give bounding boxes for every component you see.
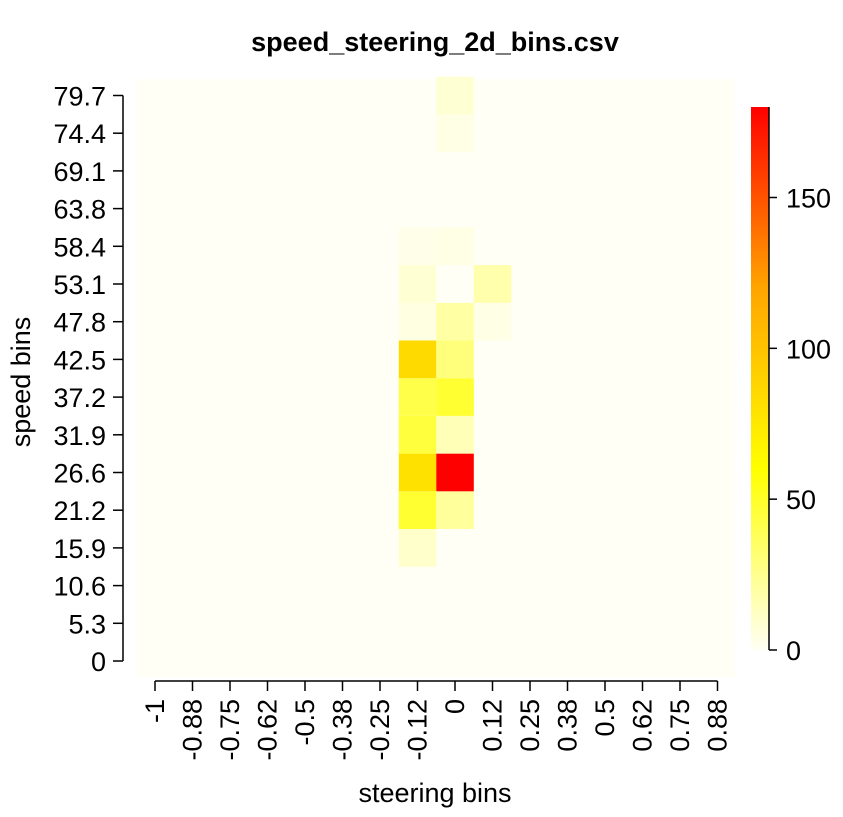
y-tick-label: 42.5 (53, 345, 106, 375)
colorbar-axis: 0 50 100 150 (768, 107, 831, 666)
x-tick-label: 0 (440, 699, 470, 714)
colorbar-tick-label: 0 (786, 636, 801, 666)
heatmap-cell (436, 265, 474, 303)
heatmap-cell (436, 227, 474, 266)
heatmap-cell (398, 302, 437, 341)
heatmap-cell (398, 453, 437, 492)
y-tick-label: 69.1 (53, 157, 106, 187)
heatmap-cell (398, 378, 437, 416)
y-tick-label: 63.8 (53, 195, 106, 225)
colorbar (751, 107, 769, 650)
y-tick-label: 53.1 (53, 270, 106, 300)
colorbar-tick-label: 100 (786, 334, 831, 364)
chart-title: speed_steering_2d_bins.csv (251, 27, 619, 57)
heatmap-cell (436, 302, 474, 341)
y-tick-label: 26.6 (53, 459, 106, 489)
heatmap-cell (398, 265, 437, 303)
y-axis-label: speed bins (6, 317, 36, 448)
heatmap-cell (436, 453, 474, 492)
x-tick-label: 0.75 (665, 699, 695, 752)
y-tick-label: 37.2 (53, 383, 106, 413)
x-tick-label: -0.12 (403, 699, 433, 761)
heatmap-cell (398, 415, 437, 454)
x-tick-label: 0.62 (628, 699, 658, 752)
heatmap-cell (436, 340, 474, 379)
x-tick-label: 0.25 (515, 699, 545, 752)
y-tick-label: 47.8 (53, 308, 106, 338)
x-tick-label: -0.25 (365, 699, 395, 761)
y-axis: 0 5.3 10.6 15.9 21.2 26.6 31.9 37.2 42.5 47.8 53.1… (53, 82, 124, 677)
colorbar-tick-label: 150 (786, 184, 831, 214)
heatmap-cell (398, 491, 437, 529)
heatmap-cell (398, 529, 437, 567)
x-tick-label: -1 (140, 699, 170, 723)
heatmap-cell (473, 265, 512, 303)
y-tick-label: 5.3 (68, 609, 106, 639)
heatmap-cell (436, 76, 474, 115)
y-tick-label: 58.4 (53, 232, 106, 262)
x-axis: -1 -0.88 -0.75 -0.62 -0.5 -0.38 -0.25 -0.12 0 0.1… (140, 680, 733, 761)
y-tick-label: 0 (91, 647, 106, 677)
x-tick-label: -0.38 (328, 699, 358, 761)
x-tick-label: 0.5 (590, 699, 620, 737)
y-tick-label: 10.6 (53, 572, 106, 602)
x-tick-label: -0.75 (215, 699, 245, 761)
heatmap-cell (436, 378, 474, 416)
heatmap-cell (436, 491, 474, 529)
heatmap-cell (473, 302, 512, 341)
heatmap-cell (436, 114, 474, 152)
colorbar-tick-label: 50 (786, 485, 816, 515)
y-tick-label: 21.2 (53, 496, 106, 526)
heatmap-cell (436, 415, 474, 454)
y-tick-label: 31.9 (53, 421, 106, 451)
x-tick-label: 0.38 (553, 699, 583, 752)
x-axis-label: steering bins (358, 778, 511, 808)
x-tick-label: -0.62 (253, 699, 283, 761)
heatmap-cells (398, 76, 512, 567)
y-tick-label: 15.9 (53, 534, 106, 564)
y-tick-label: 74.4 (53, 119, 106, 149)
heatmap-cell (398, 340, 437, 379)
y-tick-label: 79.7 (53, 82, 106, 112)
heatmap-cell (398, 227, 437, 266)
x-tick-label: 0.88 (703, 699, 733, 752)
x-tick-label: 0.12 (478, 699, 508, 752)
x-tick-label: -0.88 (178, 699, 208, 761)
x-tick-label: -0.5 (290, 699, 320, 746)
